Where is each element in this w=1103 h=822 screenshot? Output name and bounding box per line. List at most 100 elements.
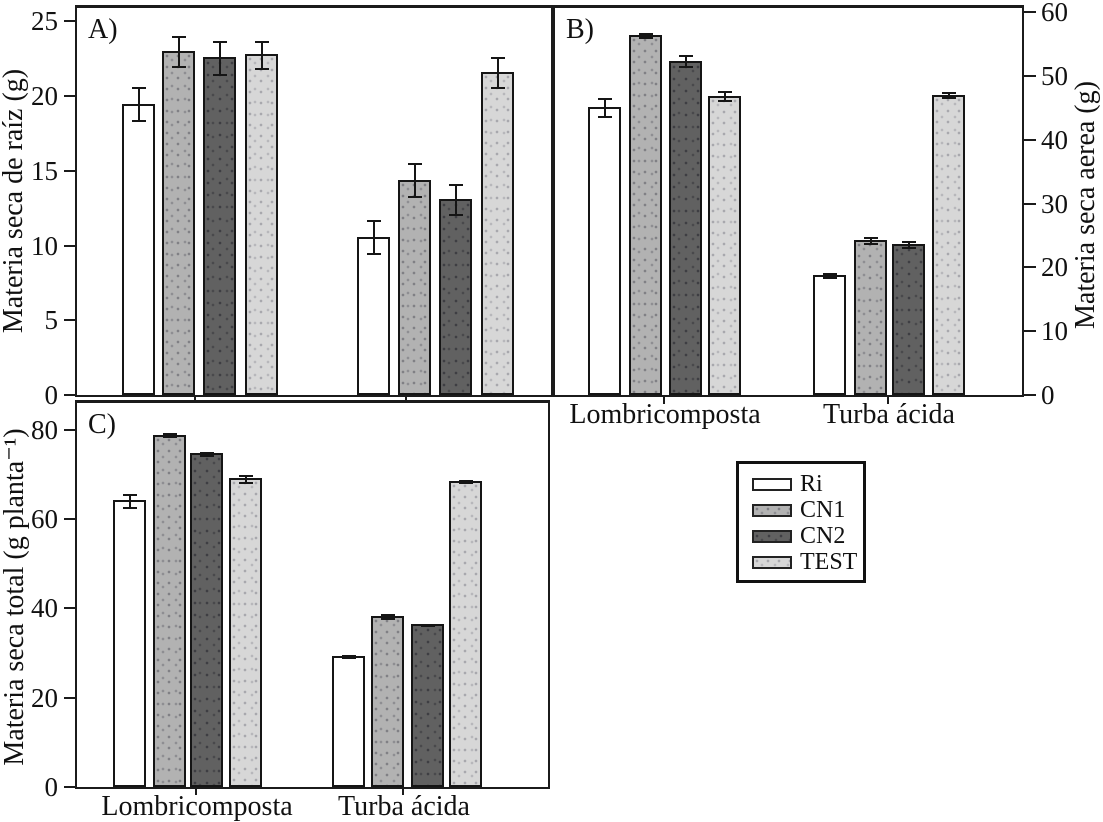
error-bar-cap: [448, 184, 463, 187]
bar-cn2-turba-acida: [439, 199, 472, 395]
legend-swatch-cn2: [752, 529, 792, 543]
panel-a-root-dry-matter: A): [75, 5, 553, 397]
y-tick: [64, 20, 75, 23]
bar-test-turba-acida: [449, 480, 482, 787]
error-bar-cn1-lombricomposta: [177, 37, 180, 68]
error-bar-cap: [717, 91, 732, 94]
error-bar-cap: [822, 277, 837, 279]
bar-cn1-turba-acida: [371, 615, 404, 787]
y-tick: [64, 607, 75, 610]
error-bar-cap: [863, 236, 878, 239]
error-bar-cap: [420, 625, 435, 628]
error-bar-cn1-lombricomposta: [168, 434, 171, 437]
error-bar-cap: [238, 481, 253, 484]
error-bar-cap: [162, 435, 177, 438]
error-bar-cap: [122, 506, 137, 509]
y-tick-label: 10: [31, 230, 58, 261]
y-tick-label: 0: [44, 772, 59, 802]
error-bar-cap: [122, 493, 137, 496]
error-bar-cap: [901, 240, 916, 243]
y-tick-label: 25: [31, 6, 58, 37]
error-bar-cap: [162, 433, 177, 436]
bar-cn2-lombricomposta: [190, 453, 223, 787]
y-tick: [64, 95, 75, 97]
error-bar-cap: [638, 37, 653, 40]
legend-swatch-test: [752, 555, 792, 569]
y-tick-label: 20: [1041, 252, 1068, 283]
bar-ri-turba-acida: [357, 236, 390, 395]
y-tick: [64, 319, 75, 322]
error-bar-cn2-turba-acida: [907, 241, 910, 248]
error-bar-ri-lombricomposta: [128, 494, 131, 508]
error-bar-cap: [490, 57, 505, 60]
x-tick: [195, 789, 197, 795]
bar-ri-turba-acida: [332, 655, 365, 787]
y-tick-label: 40: [31, 593, 58, 624]
error-bar-cap: [131, 87, 146, 89]
bar-cn1-lombricomposta: [153, 434, 186, 787]
error-bar-cn2-lombricomposta: [205, 452, 208, 456]
legend-label-cn1: CN1: [800, 497, 846, 523]
x-category-label-lombricomposta: Lombricomposta: [101, 791, 293, 822]
error-bar-test-lombricomposta: [723, 92, 726, 102]
legend-label-test: TEST: [800, 549, 858, 575]
y-tick-label: 20: [31, 81, 58, 111]
error-bar-cap: [131, 119, 146, 122]
y-tick: [64, 169, 75, 172]
bar-cn2-lombricomposta: [669, 60, 702, 395]
x-tick: [405, 397, 407, 400]
y-tick-label: 60: [31, 503, 58, 534]
error-bar-cap: [380, 614, 395, 617]
error-bar-cap: [458, 479, 473, 482]
x-tick: [402, 789, 404, 795]
legend-swatch-cn1: [752, 503, 792, 517]
error-bar-cap: [822, 273, 837, 276]
error-bar-cap: [171, 66, 186, 69]
y-tick: [1022, 75, 1036, 77]
error-bar-cap: [717, 100, 732, 103]
error-bar-cap: [448, 214, 463, 217]
error-bar-cap: [407, 163, 422, 166]
error-bar-cn1-lombricomposta: [644, 34, 647, 39]
legend-item-cn2: CN2: [752, 523, 863, 549]
error-bar-cap: [638, 33, 653, 36]
bar-test-lombricomposta: [708, 95, 741, 395]
panel-a-letter: A): [88, 14, 118, 45]
error-bar-cap: [458, 482, 473, 485]
bar-cn1-turba-acida: [854, 240, 887, 395]
error-bar-cap: [941, 91, 956, 94]
bar-cn2-turba-acida: [411, 624, 444, 787]
error-bar-cap: [254, 40, 269, 43]
x-category-label-lombricomposta: Lombricomposta: [569, 399, 761, 430]
bar-ri-lombricomposta: [122, 103, 155, 395]
y-tick-label: 10: [1041, 316, 1068, 347]
bar-cn2-lombricomposta: [203, 57, 236, 395]
x-category-label-turba-acida: Turba ácida: [338, 791, 470, 822]
error-bar-test-lombricomposta: [244, 475, 247, 483]
error-bar-cap: [254, 67, 269, 70]
x-tick: [663, 397, 665, 404]
y-tick: [64, 394, 75, 396]
error-bar-cap: [366, 220, 381, 223]
y-tick-label: 30: [1041, 188, 1068, 219]
y-tick: [1022, 266, 1036, 269]
error-bar-ri-lombricomposta: [603, 98, 606, 117]
error-bar-cap: [341, 654, 356, 657]
error-bar-cap: [199, 454, 214, 457]
y-tick-label: 5: [44, 305, 59, 336]
error-bar-cap: [199, 451, 214, 454]
y-tick-label: 15: [31, 155, 58, 186]
y-tick: [64, 786, 75, 788]
error-bar-cap: [212, 73, 227, 76]
error-bar-cap: [407, 196, 422, 199]
bar-test-turba-acida: [932, 94, 965, 395]
y-tick-label: 0: [1041, 380, 1055, 410]
y-tick-label: 20: [31, 682, 58, 713]
error-bar-cap: [941, 97, 956, 100]
y-tick-label: 0: [44, 380, 59, 410]
bar-cn2-turba-acida: [892, 243, 925, 395]
bar-ri-lombricomposta: [113, 500, 146, 787]
error-bar-cap: [171, 36, 186, 39]
error-bar-cap: [678, 54, 693, 57]
